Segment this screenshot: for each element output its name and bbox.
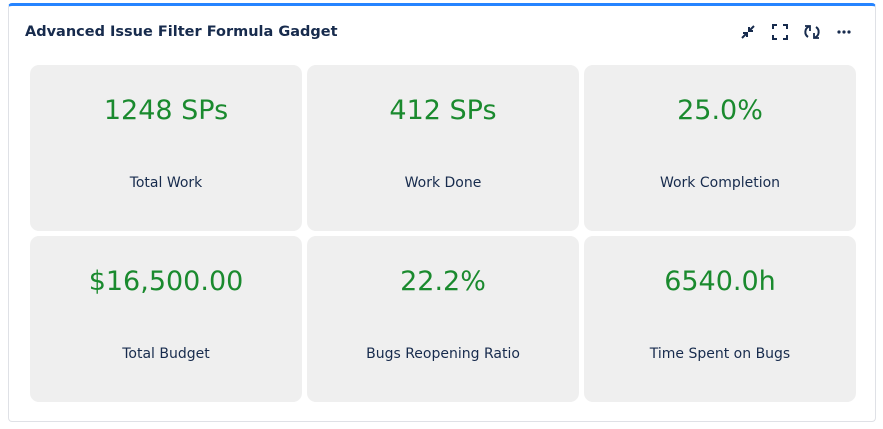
minimize-icon[interactable]: [739, 23, 757, 41]
metric-card-work-done: 412 SPs Work Done: [307, 65, 579, 231]
metric-value: 25.0%: [677, 95, 763, 126]
metrics-grid: 1248 SPs Total Work 412 SPs Work Done 25.0…: [30, 65, 856, 402]
refresh-icon[interactable]: [803, 23, 821, 41]
metric-label: Time Spent on Bugs: [649, 346, 791, 362]
metric-card-total-budget: $16,500.00 Total Budget: [30, 236, 302, 402]
metric-label: Work Done: [404, 175, 482, 191]
metric-value: 22.2%: [400, 266, 486, 297]
metric-value: 1248 SPs: [103, 95, 229, 126]
metric-card-bugs-reopening-ratio: 22.2% Bugs Reopening Ratio: [307, 236, 579, 402]
gadget-title: Advanced Issue Filter Formula Gadget: [25, 24, 338, 40]
metric-value: $16,500.00: [88, 266, 244, 297]
metric-card-time-spent-on-bugs: 6540.0h Time Spent on Bugs: [584, 236, 856, 402]
metric-label: Bugs Reopening Ratio: [366, 346, 520, 362]
metric-value: 412 SPs: [389, 95, 497, 126]
metric-card-total-work: 1248 SPs Total Work: [30, 65, 302, 231]
gadget-panel: Advanced Issue Filter Formula Gadget 124…: [8, 3, 876, 422]
metric-label: Total Budget: [122, 346, 210, 362]
metric-label: Work Completion: [659, 175, 781, 191]
metric-value: 6540.0h: [664, 266, 776, 297]
more-icon[interactable]: [835, 23, 853, 41]
fullscreen-icon[interactable]: [771, 23, 789, 41]
gadget-toolbar: [739, 23, 853, 41]
metric-label: Total Work: [129, 175, 203, 191]
metric-card-work-completion: 25.0% Work Completion: [584, 65, 856, 231]
